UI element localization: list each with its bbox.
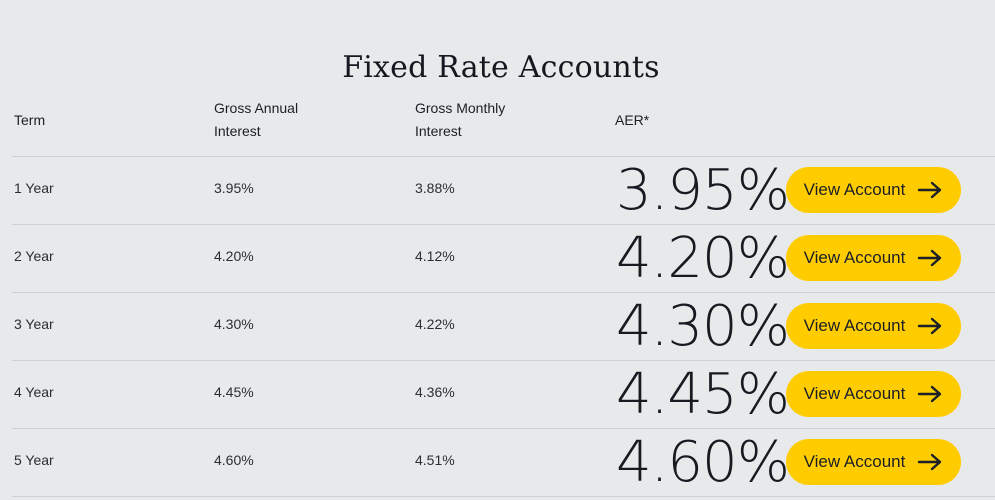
arrow-right-icon xyxy=(917,181,943,199)
header-aer: AER* xyxy=(615,112,650,128)
rates-table: Term Gross Annual Interest Gross Monthly… xyxy=(12,90,995,497)
aer-value: 4.20% xyxy=(616,226,790,291)
arrow-right-icon xyxy=(917,385,943,403)
term-cell: 5 Year xyxy=(14,452,54,468)
arrow-right-icon xyxy=(917,249,943,267)
table-header-row: Term Gross Annual Interest Gross Monthly… xyxy=(12,90,995,157)
term-cell: 1 Year xyxy=(14,180,54,196)
view-account-button[interactable]: View Account xyxy=(786,167,961,213)
header-gross-monthly: Gross Monthly Interest xyxy=(415,100,506,139)
table-row: 4 Year 4.45% 4.36% 4.45% View Account xyxy=(12,361,995,429)
gross-monthly-cell: 3.88% xyxy=(415,180,455,196)
table-row: 5 Year 4.60% 4.51% 4.60% View Account xyxy=(12,429,995,497)
view-account-button[interactable]: View Account xyxy=(786,371,961,417)
gross-annual-cell: 4.30% xyxy=(214,316,254,332)
gross-annual-cell: 3.95% xyxy=(214,180,254,196)
term-cell: 2 Year xyxy=(14,248,54,264)
gross-monthly-cell: 4.51% xyxy=(415,452,455,468)
term-cell: 3 Year xyxy=(14,316,54,332)
aer-value: 3.95% xyxy=(616,158,790,223)
gross-monthly-cell: 4.12% xyxy=(415,248,455,264)
aer-value: 4.60% xyxy=(616,430,790,495)
view-account-label: View Account xyxy=(803,384,906,403)
view-account-button[interactable]: View Account xyxy=(786,439,961,485)
table-row: 2 Year 4.20% 4.12% 4.20% View Account xyxy=(12,225,995,293)
header-term: Term xyxy=(14,112,46,128)
gross-annual-cell: 4.45% xyxy=(214,384,254,400)
view-account-button[interactable]: View Account xyxy=(786,235,961,281)
arrow-right-icon xyxy=(917,317,943,335)
gross-annual-cell: 4.60% xyxy=(214,452,254,468)
aer-value: 4.45% xyxy=(616,362,790,427)
view-account-button[interactable]: View Account xyxy=(786,303,961,349)
view-account-label: View Account xyxy=(803,180,906,199)
gross-annual-cell: 4.20% xyxy=(214,248,254,264)
term-cell: 4 Year xyxy=(14,384,54,400)
arrow-right-icon xyxy=(917,453,943,471)
view-account-label: View Account xyxy=(803,452,906,471)
gross-monthly-cell: 4.22% xyxy=(415,316,455,332)
page-title: Fixed Rate Accounts xyxy=(342,50,660,86)
view-account-label: View Account xyxy=(803,248,906,267)
gross-monthly-cell: 4.36% xyxy=(415,384,455,400)
view-account-label: View Account xyxy=(803,316,906,335)
aer-value: 4.30% xyxy=(616,294,790,359)
table-row: 1 Year 3.95% 3.88% 3.95% View Account xyxy=(12,157,995,225)
header-gross-annual: Gross Annual Interest xyxy=(214,100,299,139)
table-row: 3 Year 4.30% 4.22% 4.30% View Account xyxy=(12,293,995,361)
